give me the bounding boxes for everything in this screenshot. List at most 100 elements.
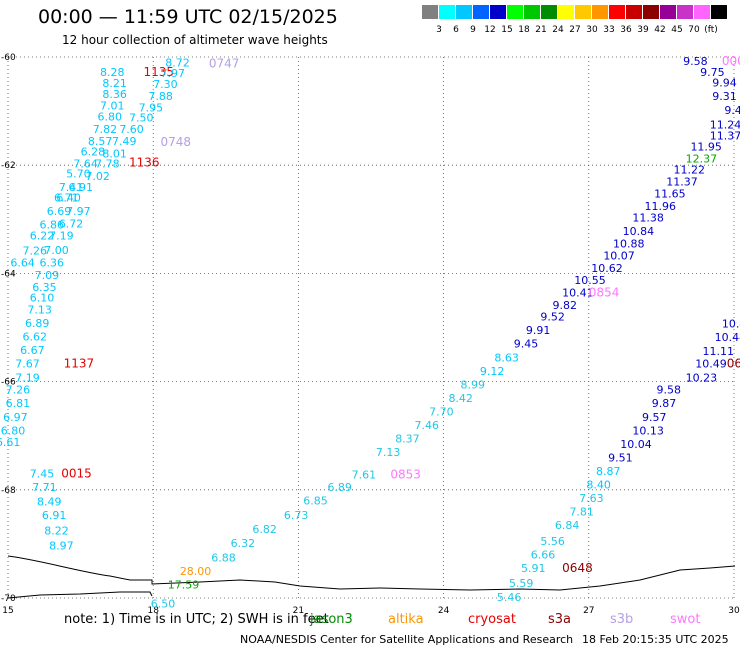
wave-height-value: 7.09 (35, 269, 60, 282)
pass-time-label: 0006 (722, 54, 740, 68)
satellite-altika: altika (388, 612, 424, 627)
pass-time-label: 0748 (160, 135, 191, 149)
wave-height-value: 7.60 (119, 123, 144, 136)
wave-height-value: 7.61 (352, 469, 377, 482)
x-tick-label: 30 (728, 606, 740, 616)
x-tick-label: 24 (438, 606, 450, 616)
wave-height-value: 6.91 (69, 181, 94, 194)
wave-height-value: 9.58 (683, 55, 708, 68)
wave-height-value: 6.80 (98, 111, 123, 124)
wave-height-value: 12.37 (686, 153, 718, 166)
wave-height-value: 8.37 (395, 432, 420, 445)
wave-height-value: 8.87 (596, 465, 621, 478)
y-tick-label: -60 (1, 53, 16, 63)
satellite-s3a: s3a (548, 612, 572, 627)
scale-swatch (507, 5, 523, 19)
scale-label: 12 (484, 25, 496, 35)
wave-height-value: 5.56 (540, 535, 565, 548)
wave-height-value: 7.30 (153, 78, 178, 91)
wave-height-value: 9.94 (712, 76, 737, 89)
y-tick-label: -70 (1, 594, 16, 604)
y-tick-label: -62 (1, 161, 16, 171)
wave-height-value: 6.62 (23, 331, 48, 344)
wave-height-value: 10.23 (686, 371, 718, 384)
wave-height-value: 8.42 (448, 392, 473, 405)
wave-height-value: 6.35 (32, 281, 57, 294)
wave-height-value: 9.91 (526, 324, 551, 337)
timestamp-text: 18 Feb 20:15:35 UTC 2025 (582, 633, 729, 646)
scale-swatch (422, 5, 438, 19)
wave-height-value: 9.58 (657, 384, 682, 397)
wave-height-value: 7.64 (73, 158, 98, 171)
wave-height-value: 7.19 (15, 371, 40, 384)
wave-height-value: 7.88 (148, 90, 173, 103)
scale-label: 21 (535, 25, 547, 35)
axis-ticks: 15 18 21 24 27 30 -60 -62 -64 -66 -68 -70 (1, 53, 740, 616)
map-grid (7, 56, 735, 599)
wave-height-value: 7.00 (44, 244, 69, 257)
scale-swatch (626, 5, 642, 19)
wave-height-value: 8.99 (461, 378, 486, 391)
y-tick-label: -64 (1, 269, 16, 279)
satellite-swot: swot (670, 612, 701, 627)
wave-height-value: 8.97 (49, 540, 74, 553)
wave-height-value: 11.65 (654, 187, 686, 200)
pass-time-label: 0853 (390, 468, 421, 482)
wave-height-value: 10.04 (620, 438, 652, 451)
wave-height-value: 6.82 (252, 523, 276, 536)
wave-height-value: 8.49 (37, 496, 62, 509)
wave-height-value: 6.81 (6, 397, 31, 410)
x-tick-label: 21 (293, 606, 304, 616)
wave-height-value: 8.57 (88, 135, 113, 148)
scale-swatch (490, 5, 506, 19)
wave-height-value: 10.13 (632, 424, 664, 437)
wave-height-value: 7.46 (415, 419, 440, 432)
scale-label: 9 (470, 25, 476, 35)
wave-height-value: 9.45 (514, 338, 539, 351)
wave-height-value: 7.13 (27, 304, 52, 317)
wave-height-value: 6.61 (0, 436, 20, 449)
scale-swatch (541, 5, 557, 19)
wave-height-value: 8.63 (494, 351, 519, 364)
satellite-cryosat: cryosat (468, 612, 516, 627)
pass-time-label: 1135 (144, 65, 175, 79)
scale-label: 36 (620, 25, 632, 35)
wave-height-value: 6.10 (30, 292, 54, 305)
pass-time-label: 1137 (64, 357, 95, 371)
wave-height-value: 9.87 (652, 397, 677, 410)
wave-height-value: 9.82 (553, 299, 578, 312)
wave-height-value: 8.01 (102, 147, 127, 160)
wave-height-value: 8.22 (44, 524, 69, 537)
wave-height-value: 8.36 (102, 88, 127, 101)
wave-height-value: 9.75 (700, 66, 725, 79)
scale-swatch (575, 5, 591, 19)
wave-height-value: 10.49 (695, 358, 727, 371)
wave-height-value: 8.21 (102, 77, 127, 90)
wave-height-value: 10.55 (574, 274, 606, 287)
pass-time-label: 0854 (589, 285, 620, 299)
scale-swatch (694, 5, 710, 19)
wave-height-value: 7.26 (23, 245, 48, 258)
scale-label: 18 (518, 25, 530, 35)
wave-height-value: 9.40 (724, 104, 740, 117)
wave-height-value: 6.84 (555, 519, 580, 532)
wave-height-value: 5.70 (66, 167, 91, 180)
wave-height-value: 10.84 (623, 225, 655, 238)
wave-height-value: 6.67 (20, 344, 44, 357)
wave-height-value: 7.78 (95, 158, 120, 171)
wave-height-value: 6.28 (81, 146, 106, 159)
wave-height-value: 11.11 (703, 345, 735, 358)
wave-height-value: 7.49 (112, 135, 137, 148)
wave-height-value: 6.22 (30, 230, 54, 243)
note-text: note: 1) Time is in UTC; 2) SWH is in fe… (64, 612, 329, 627)
wave-height-value: 6.72 (59, 218, 84, 231)
wave-height-value: 9.51 (608, 451, 633, 464)
wave-height-value: 11.96 (644, 200, 676, 213)
wave-height-value: 9.52 (540, 311, 565, 324)
wave-height-value: 6.86 (39, 219, 64, 232)
wave-height-value: 11.22 (674, 164, 706, 177)
wave-height-value: 11.24 (710, 119, 740, 132)
wave-height-value: 7.97 (160, 67, 185, 80)
scale-label: 70 (688, 25, 700, 35)
scale-swatch (592, 5, 608, 19)
